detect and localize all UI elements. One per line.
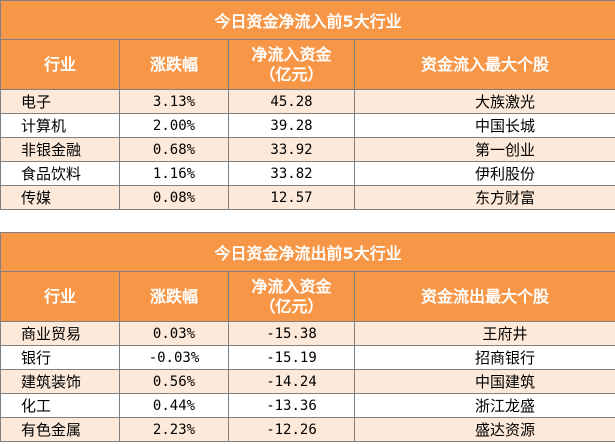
header-top-stock: 资金流出最大个股: [353, 271, 615, 322]
table-row: 有色金属 2.23% -12.26 盛达资源: [0, 417, 615, 442]
change-cell: 0.03%: [119, 321, 229, 346]
header-industry: 行业: [0, 271, 120, 322]
net-flow-cell: -14.24: [228, 369, 355, 394]
top-stock-cell: 东方财富: [353, 185, 615, 210]
top-stock-cell: 王府井: [353, 321, 615, 346]
change-cell: 0.68%: [119, 137, 229, 162]
header-change: 涨跌幅: [119, 271, 229, 322]
net-flow-cell: -13.36: [228, 393, 355, 418]
industry-cell: 电子: [0, 89, 120, 114]
inflow-title: 今日资金净流入前5大行业: [0, 0, 615, 40]
net-flow-cell: 45.28: [228, 89, 355, 114]
change-cell: 2.23%: [119, 417, 229, 442]
net-flow-cell: -15.38: [228, 321, 355, 346]
header-change: 涨跌幅: [119, 39, 229, 90]
table-row: 建筑装饰 0.56% -14.24 中国建筑: [0, 369, 615, 394]
industry-cell: 计算机: [0, 113, 120, 138]
table-row: 传媒 0.08% 12.57 东方财富: [0, 185, 615, 210]
header-net-inflow: 净流入资金 （亿元）: [228, 39, 355, 90]
industry-cell: 银行: [0, 345, 120, 370]
top-stock-cell: 大族激光: [353, 89, 615, 114]
net-flow-cell: 39.28: [228, 113, 355, 138]
change-cell: 0.56%: [119, 369, 229, 394]
change-cell: 0.44%: [119, 393, 229, 418]
net-flow-cell: -12.26: [228, 417, 355, 442]
table-row: 化工 0.44% -13.36 浙江龙盛: [0, 393, 615, 418]
change-cell: 1.16%: [119, 161, 229, 186]
table-row: 计算机 2.00% 39.28 中国长城: [0, 113, 615, 138]
industry-cell: 化工: [0, 393, 120, 418]
change-cell: 3.13%: [119, 89, 229, 114]
top-stock-cell: 招商银行: [353, 345, 615, 370]
net-flow-cell: 33.92: [228, 137, 355, 162]
top-stock-cell: 中国建筑: [353, 369, 615, 394]
table-spacer: [0, 217, 615, 232]
industry-cell: 有色金属: [0, 417, 120, 442]
top-stock-cell: 伊利股份: [353, 161, 615, 186]
net-flow-cell: 33.82: [228, 161, 355, 186]
outflow-title: 今日资金净流出前5大行业: [0, 232, 615, 272]
net-flow-cell: -15.19: [228, 345, 355, 370]
change-cell: 0.08%: [119, 185, 229, 210]
change-cell: 2.00%: [119, 113, 229, 138]
top-stock-cell: 盛达资源: [353, 417, 615, 442]
header-net-inflow: 净流入资金 （亿元）: [228, 271, 355, 322]
inflow-table: 今日资金净流入前5大行业 行业 涨跌幅 净流入资金 （亿元） 资金流入最大个股 …: [0, 0, 615, 210]
net-flow-cell: 12.57: [228, 185, 355, 210]
top-stock-cell: 第一创业: [353, 137, 615, 162]
header-top-stock: 资金流入最大个股: [353, 39, 615, 90]
outflow-table: 今日资金净流出前5大行业 行业 涨跌幅 净流入资金 （亿元） 资金流出最大个股 …: [0, 232, 615, 442]
table-row: 银行 -0.03% -15.19 招商银行: [0, 345, 615, 370]
industry-cell: 传媒: [0, 185, 120, 210]
table-row: 商业贸易 0.03% -15.38 王府井: [0, 321, 615, 346]
industry-cell: 建筑装饰: [0, 369, 120, 394]
top-stock-cell: 浙江龙盛: [353, 393, 615, 418]
table-row: 非银金融 0.68% 33.92 第一创业: [0, 137, 615, 162]
industry-cell: 非银金融: [0, 137, 120, 162]
change-cell: -0.03%: [119, 345, 229, 370]
header-industry: 行业: [0, 39, 120, 90]
table-row: 电子 3.13% 45.28 大族激光: [0, 89, 615, 114]
table-row: 食品饮料 1.16% 33.82 伊利股份: [0, 161, 615, 186]
industry-cell: 食品饮料: [0, 161, 120, 186]
top-stock-cell: 中国长城: [353, 113, 615, 138]
industry-cell: 商业贸易: [0, 321, 120, 346]
